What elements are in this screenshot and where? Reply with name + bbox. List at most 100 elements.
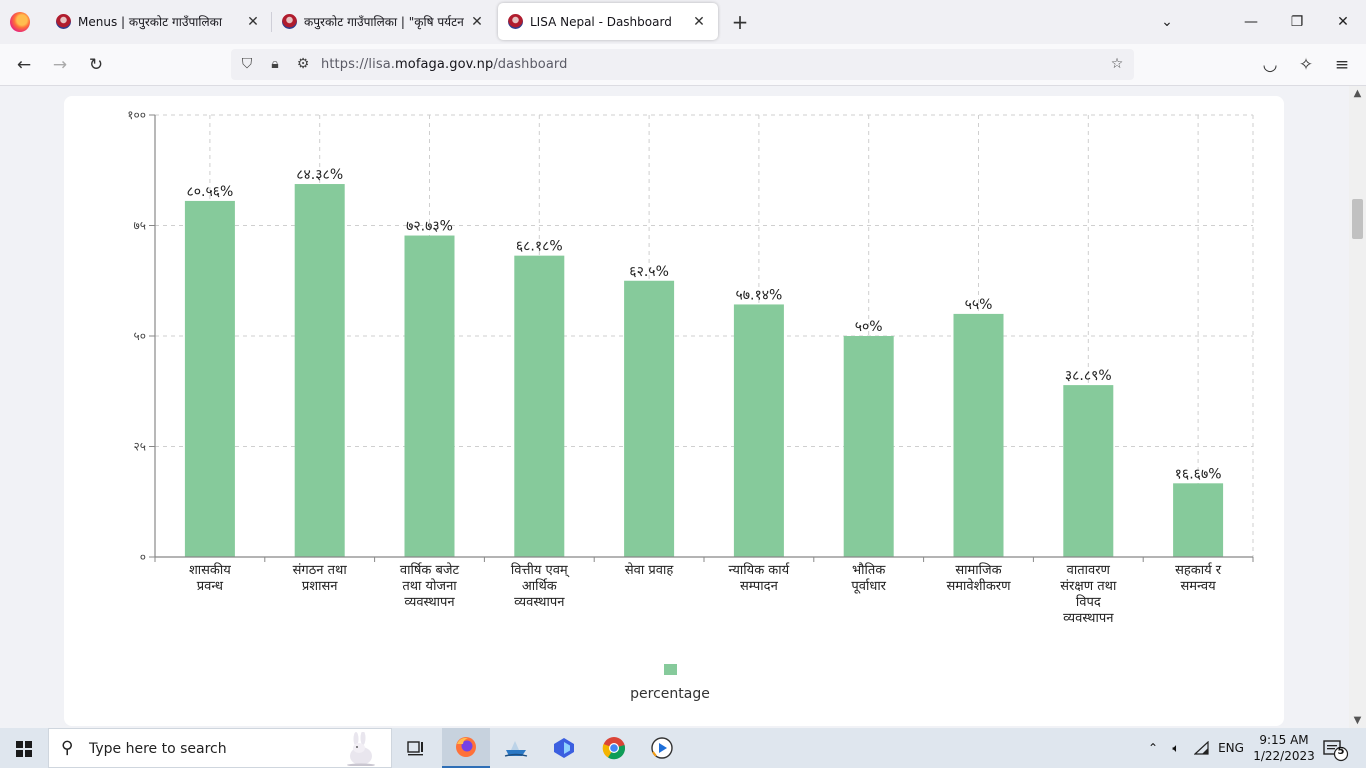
permissions-icon[interactable]: ⚙ [296, 56, 310, 72]
reload-icon[interactable]: ↻ [88, 55, 104, 75]
x-tick-label-line: सेवा प्रवाह [624, 563, 674, 578]
bar-chart: ० २५ ५० ७५ १०० ८०.५६% ८४.३८% ७२.७३% ६८.१८% ६२.५% ५… [127, 108, 1254, 564]
new-tab-icon[interactable]: + [731, 10, 749, 34]
scroll-up-icon[interactable]: ▲ [1353, 88, 1362, 99]
chrome-icon[interactable] [590, 728, 638, 768]
speaker-icon[interactable]: 🔈︎ [1172, 740, 1180, 755]
x-tick-label-line: वातावरण [1066, 563, 1110, 578]
x-tick-label: सामाजिक समावेशीकरण [924, 563, 1034, 595]
x-tick-label: सहकार्य र समन्वय [1143, 563, 1253, 595]
bar-value-label: ६२.५% [629, 264, 669, 280]
y-tick-label: १०० [127, 108, 146, 122]
tab-menus[interactable]: Menus | कपुरकोट गाउँपालिका ✕ [46, 3, 272, 40]
pocket-icon[interactable]: ◡ [1262, 55, 1278, 75]
tab-krishi-paryatan[interactable]: कपुरकोट गाउँपालिका | "कृषि पर्यटन ✕ [272, 3, 496, 40]
x-tick-label-line: आर्थिक [521, 579, 557, 594]
y-tick-label: ७५ [134, 219, 146, 233]
page-scrollbar[interactable]: ▲ ▼ [1349, 86, 1366, 728]
x-tick-label-line: भौतिक [852, 563, 886, 578]
tab-close-icon[interactable]: ✕ [247, 13, 259, 30]
x-tick-label-line: वार्षिक बजेट [399, 563, 460, 578]
x-tick-label-line: समावेशीकरण [946, 579, 1011, 594]
x-tick-label: सेवा प्रवाह [594, 563, 704, 579]
close-window-icon[interactable]: ✕ [1337, 14, 1349, 30]
tracking-protection-shield-icon[interactable]: ⛉ [241, 56, 253, 72]
windows-logo-icon [16, 741, 32, 757]
bar-value-label: ७२.७३% [406, 219, 453, 235]
x-tick-label-line: समन्वय [1180, 579, 1216, 594]
bunny-illustration-icon [347, 732, 375, 766]
url-text[interactable]: https://lisa.mofaga.gov.np/dashboard [321, 57, 567, 72]
lock-icon[interactable]: 🔒︎ [271, 56, 279, 72]
windows-taskbar: ⚲ Type here to search ⌃ 🔈︎ ENG 9:15 AM 1… [0, 728, 1366, 768]
list-all-tabs-icon[interactable]: ⌄ [1161, 14, 1173, 30]
x-tick-label-line: व्यवस्थापन [514, 595, 565, 610]
taskbar-search-box[interactable]: ⚲ Type here to search [48, 728, 392, 768]
y-tick-label: २५ [134, 440, 146, 454]
tab-favicon-icon [508, 14, 523, 29]
browser-nav-bar: ← → ↻ ⛉ 🔒︎ ⚙ https://lisa.mofaga.gov.np/… [0, 44, 1366, 86]
tab-title: Menus | कपुरकोट गाउँपालिका [78, 15, 222, 29]
search-placeholder: Type here to search [89, 741, 227, 757]
x-tick-label-line: व्यवस्थापन [404, 595, 455, 610]
bar-value-label: ८४.३८% [296, 167, 343, 183]
app-menu-icon[interactable]: ≡ [1334, 55, 1350, 75]
minimize-icon[interactable]: — [1244, 14, 1258, 30]
language-indicator[interactable]: ENG [1218, 741, 1244, 755]
legend-swatch [663, 664, 677, 675]
start-button[interactable] [0, 728, 48, 768]
chart-legend[interactable]: percentage [600, 664, 740, 702]
bar [514, 255, 565, 557]
x-tick-label: शासकीय प्रवन्ध [155, 563, 265, 595]
bar-value-label: १६.६७% [1175, 466, 1222, 482]
legend-label: percentage [630, 686, 710, 702]
extensions-icon[interactable]: ✧ [1298, 55, 1314, 75]
bar [184, 200, 235, 557]
bar [624, 280, 675, 557]
bar-value-label: ३८.८९% [1065, 368, 1112, 384]
x-tick-label-line: वित्तीय एवम् [510, 563, 568, 578]
restore-icon[interactable]: ❐ [1290, 14, 1304, 30]
tab-title: LISA Nepal - Dashboard [530, 14, 672, 29]
forward-arrow-icon[interactable]: → [52, 55, 68, 75]
show-hidden-icons-icon[interactable]: ⌃ [1147, 741, 1159, 755]
network-icon[interactable] [1192, 728, 1212, 768]
url-path: /dashboard [493, 57, 568, 72]
bar-value-label: ५०% [855, 319, 883, 335]
x-tick-label: वार्षिक बजेट तथा योजना व्यवस्थापन [375, 563, 485, 611]
x-tick-label-line: व्यवस्थापन [1063, 611, 1114, 626]
y-tick-label: ० [140, 550, 146, 564]
bar [953, 313, 1004, 557]
bar [1173, 483, 1224, 557]
firefox-menu-icon[interactable] [10, 12, 30, 32]
x-tick-label-line: सम्पादन [739, 579, 778, 594]
bookmark-star-icon[interactable]: ☆ [1110, 56, 1124, 72]
scroll-down-icon[interactable]: ▼ [1353, 715, 1362, 726]
x-tick-label-line: विपद [1075, 595, 1101, 610]
copilot-icon[interactable] [540, 728, 588, 768]
x-tick-label-line: सहकार्य र [1175, 563, 1222, 578]
bar-value-label: ६८.१८% [516, 239, 563, 255]
bar [294, 184, 345, 557]
notification-center-icon[interactable]: 5 [1320, 736, 1350, 762]
task-view-icon[interactable] [392, 728, 440, 768]
url-bar[interactable]: ⛉ 🔒︎ ⚙ https://lisa.mofaga.gov.np/dashbo… [231, 49, 1134, 80]
tab-close-icon[interactable]: ✕ [693, 13, 705, 30]
notification-count: 5 [1337, 746, 1345, 757]
x-tick-label: वातावरण संरक्षण तथा विपद व्यवस्थापन [1033, 563, 1143, 627]
tab-close-icon[interactable]: ✕ [471, 13, 483, 30]
x-tick-label-line: सामाजिक [955, 563, 1002, 578]
ship-app-icon[interactable] [492, 728, 540, 768]
scrollbar-thumb[interactable] [1352, 199, 1363, 239]
x-tick-label: वित्तीय एवम् आर्थिक व्यवस्थापन [484, 563, 594, 611]
bar [843, 336, 894, 557]
tab-title: कपुरकोट गाउँपालिका | "कृषि पर्यटन [304, 15, 464, 29]
media-player-icon[interactable] [638, 728, 686, 768]
x-tick-label-line: संरक्षण तथा [1060, 579, 1117, 594]
back-arrow-icon[interactable]: ← [16, 55, 32, 75]
taskbar-clock[interactable]: 9:15 AM 1/22/2023 [1252, 732, 1316, 764]
tab-lisa-dashboard[interactable]: LISA Nepal - Dashboard ✕ [498, 3, 718, 40]
bar-value-label: ८०.५६% [186, 184, 233, 200]
browser-tab-strip: Menus | कपुरकोट गाउँपालिका ✕ कपुरकोट गाउ… [0, 0, 1366, 44]
firefox-taskbar-icon[interactable] [442, 728, 490, 768]
